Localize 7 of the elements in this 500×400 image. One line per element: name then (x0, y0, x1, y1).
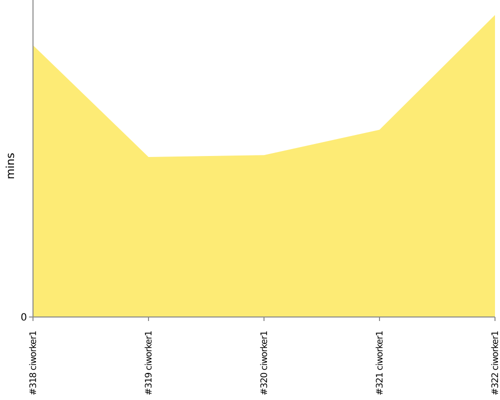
x-tick-label: #318 ciworker1 (29, 331, 39, 396)
x-tick-label: #319 ciworker1 (144, 331, 154, 396)
text: 0 (20, 312, 27, 324)
x-tick-label: #320 ciworker1 (260, 331, 270, 396)
y-axis-title: mins (4, 152, 17, 180)
x-tick-label: #322 ciworker1 (491, 331, 500, 396)
x-tick-label: #321 ciworker1 (376, 331, 386, 396)
